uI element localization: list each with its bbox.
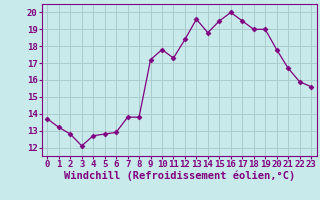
X-axis label: Windchill (Refroidissement éolien,°C): Windchill (Refroidissement éolien,°C) [64,171,295,181]
